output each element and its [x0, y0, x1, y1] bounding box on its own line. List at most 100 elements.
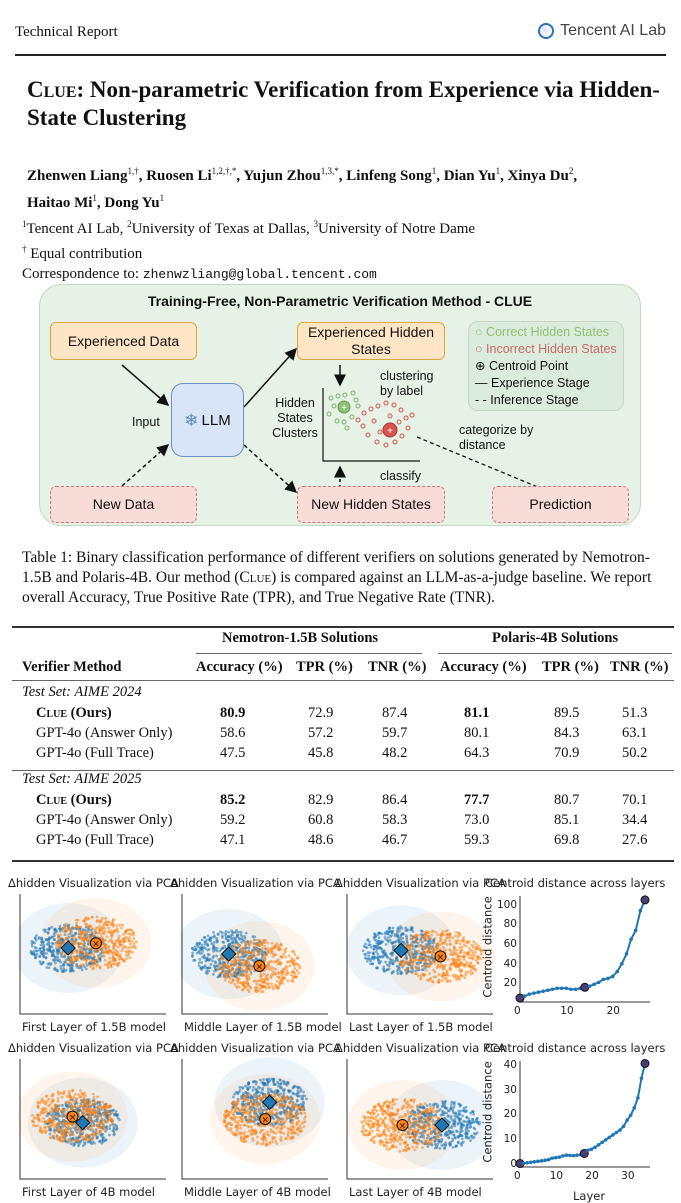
correspondence-email[interactable]: zhenwzliang@global.tencent.com [143, 267, 377, 282]
snowflake-icon: ❄ [184, 412, 198, 429]
author: Dong Yu1 [104, 195, 164, 211]
experienced-hidden-states-box: Experienced Hidden States [297, 322, 445, 360]
llm-box: ❄ LLM [171, 383, 244, 457]
pca-scatter-plot: × [180, 1057, 340, 1182]
correspondence: Correspondence to: zhenwzliang@global.te… [22, 264, 662, 285]
affiliations: 1Tencent AI Lab, 2University of Texas at… [22, 214, 662, 285]
x-axis-label: Last Layer of 4B model [349, 1185, 482, 1199]
tencent-ai-lab-logo-icon [538, 23, 554, 39]
pca-scatter-plot: × [18, 892, 178, 1017]
table-cell: 45.8 [308, 745, 333, 762]
plot-title: Centroid distance across layers [485, 1041, 665, 1055]
table-cell: 86.4 [382, 792, 407, 809]
pca-scatter-plot: × [18, 1057, 178, 1182]
svg-text:×: × [92, 940, 100, 950]
table-cell: 87.4 [382, 705, 407, 722]
x-axis-label: Layer [573, 1189, 605, 1203]
table-cell: 46.7 [382, 832, 407, 849]
table-cell: 77.7 [464, 792, 489, 809]
svg-text:+: + [341, 403, 347, 414]
prediction-box: Prediction [492, 486, 629, 523]
new-data-box: New Data [50, 486, 197, 523]
author-list: Zhenwen Liang1,†, Ruosen Li1,2,†,*, Yuju… [27, 160, 667, 214]
legend-incorrect: ○ Incorrect Hidden States [475, 341, 617, 358]
plot-title: Δhidden Visualization via PCA [170, 1041, 341, 1055]
col-tpr-1: TPR (%) [296, 659, 353, 676]
x-axis-label: Last Layer of 1.5B model [349, 1020, 493, 1034]
pca-scatter-plot: × [180, 892, 340, 1017]
classify-label: classify [380, 469, 421, 484]
plot-title: Δhidden Visualization via PCA [8, 876, 179, 890]
col-acc-1: Accuracy (%) [196, 659, 283, 676]
table-cell: 82.9 [308, 792, 333, 809]
legend-centroid: ⊕ Centroid Point [475, 358, 617, 375]
row-method: GPT-4o (Answer Only) [36, 812, 172, 829]
row-method: Clue (Ours) [36, 792, 112, 809]
author: Linfeng Song1 [346, 168, 436, 184]
x-axis-label: First Layer of 4B model [22, 1185, 155, 1199]
table-cell: 70.9 [554, 745, 579, 762]
table-cell: 72.9 [308, 705, 333, 722]
x-axis-label: Middle Layer of 4B model [184, 1185, 331, 1199]
col-tpr-2: TPR (%) [542, 659, 599, 676]
x-axis-label: First Layer of 1.5B model [22, 1020, 166, 1034]
correct-circle-icon: ○ [475, 325, 483, 339]
solid-line-icon: — [475, 376, 488, 390]
input-label: Input [132, 415, 160, 430]
title-rest: : Non-parametric Verification from Exper… [27, 77, 660, 130]
paper-title: Clue: Non-parametric Verification from E… [27, 76, 667, 132]
categorize-label: categorize by distance [459, 423, 539, 453]
table-cell: 89.5 [554, 705, 579, 722]
title-clue: Clue [27, 77, 77, 102]
col-tnr-2: TNR (%) [610, 659, 668, 676]
table-cell: 85.1 [554, 812, 579, 829]
table-cell: 60.8 [308, 812, 333, 829]
table-cell: 64.3 [464, 745, 489, 762]
incorrect-circle-icon: ○ [475, 342, 483, 356]
affiliation-line: 1Tencent AI Lab, 2University of Texas at… [22, 214, 662, 239]
equal-contribution-note: † Equal contribution [22, 239, 662, 264]
table-caption: Table 1: Binary classification performan… [22, 548, 662, 608]
svg-text:×: × [69, 1113, 77, 1123]
pca-figure: Δhidden Visualization via PCA×First Laye… [0, 874, 681, 1200]
group-header-nemotron: Nemotron-1.5B Solutions [222, 630, 378, 647]
plot-title: Δhidden Visualization via PCA [170, 876, 341, 890]
dashed-line-icon: - - [475, 393, 487, 407]
table-cell: 47.1 [220, 832, 245, 849]
legend-inference: - - Inference Stage [475, 392, 617, 409]
table-cell: 48.6 [308, 832, 333, 849]
table-cell: 80.7 [554, 792, 579, 809]
plot-title: Δhidden Visualization via PCA [335, 1041, 506, 1055]
table-cell: 57.2 [308, 725, 333, 742]
table-cell: 81.1 [464, 705, 489, 722]
x-axis-label: Middle Layer of 1.5B model [184, 1020, 342, 1034]
table-cell: 80.9 [220, 705, 245, 722]
col-tnr-1: TNR (%) [368, 659, 426, 676]
centroid-plus-icon: ⊕ [475, 359, 485, 373]
table-cell: 73.0 [464, 812, 489, 829]
table-cell: 59.2 [220, 812, 245, 829]
table-cell: 51.3 [622, 705, 647, 722]
group-rule-2 [438, 653, 672, 654]
centroid-distance-chart [500, 892, 675, 1027]
author: Ruosen Li1,2,†,* [146, 168, 236, 184]
report-type-label: Technical Report [15, 24, 118, 41]
plot-title: Δhidden Visualization via PCA [8, 1041, 179, 1055]
org-brand: Tencent AI Lab [538, 22, 666, 40]
section-label: Test Set: AIME 2024 [22, 684, 142, 701]
col-method: Verifier Method [22, 659, 121, 676]
author: Dian Yu1 [444, 168, 500, 184]
row-method: GPT-4o (Full Trace) [36, 832, 154, 849]
table-bottom-rule [12, 860, 674, 862]
legend-experience: — Experience Stage [475, 375, 617, 392]
y-axis-label: Centroid distance [481, 1061, 495, 1162]
svg-text:×: × [256, 963, 264, 973]
author: Zhenwen Liang1,† [27, 168, 139, 184]
group-header-polaris: Polaris-4B Solutions [492, 630, 618, 647]
author: Xinya Du2 [508, 168, 574, 184]
y-axis-label: Centroid distance [481, 896, 495, 997]
clustering-label: clustering by label [380, 369, 450, 399]
row-method: Clue (Ours) [36, 705, 112, 722]
author: Yujun Zhou1,3,* [243, 168, 338, 184]
table-cell: 27.6 [622, 832, 647, 849]
